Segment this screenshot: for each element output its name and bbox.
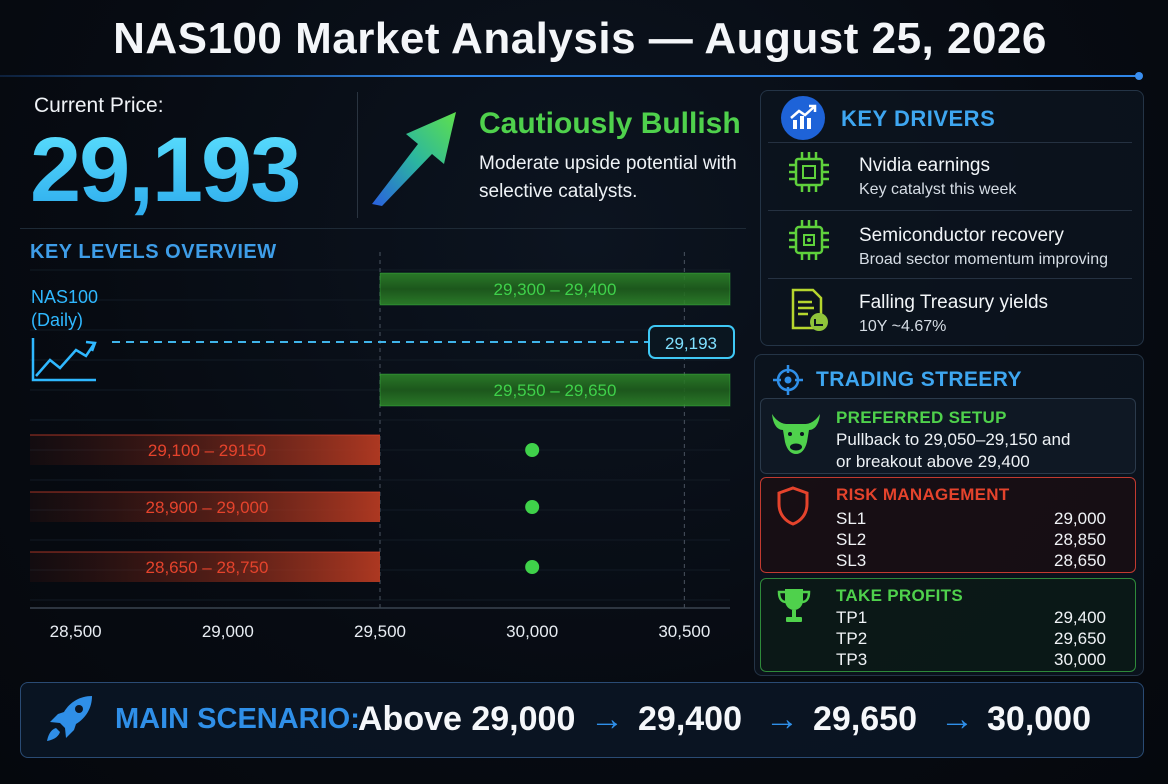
trend-line-icon — [31, 338, 97, 382]
key-levels-title: KEY LEVELS OVERVIEW — [30, 241, 277, 263]
take-profit-label: TP1 — [836, 608, 868, 627]
key-drivers-title: KEY DRIVERS — [841, 106, 996, 131]
support-zone-label: 28,900 – 29,000 — [146, 498, 269, 517]
driver-subtitle: Broad sector momentum improving — [859, 251, 1108, 268]
take-profit-label: TP2 — [836, 629, 868, 648]
scenario-step: Above 29,000 — [358, 700, 576, 738]
rocket-icon — [47, 696, 92, 741]
support-zone-bar — [30, 435, 380, 465]
chart-instrument-label: NAS100 (Daily) — [31, 286, 98, 332]
scenario-step: 29,400 — [638, 700, 742, 738]
header-vertical-divider — [357, 92, 358, 218]
stop-loss-label: SL1 — [836, 509, 867, 528]
page-title: NAS100 Market Analysis — August 25, 2026 — [113, 14, 1047, 63]
risk-management-title: RISK MANAGEMENT — [836, 485, 1010, 504]
chip-icon — [789, 152, 829, 192]
current-price-tag — [648, 325, 735, 359]
target-crosshair-icon — [773, 365, 803, 395]
take-profit-label: TP3 — [836, 650, 868, 669]
support-zone-label: 28,650 – 28,750 — [146, 558, 269, 577]
take-profit-value: 30,000 — [1054, 650, 1106, 669]
driver-title: Falling Treasury yields — [859, 292, 1049, 313]
trading-strategy-title: TRADING STREERY — [816, 368, 1022, 391]
key-drivers-panel — [760, 90, 1144, 346]
take-profit-value: 29,650 — [1054, 629, 1106, 648]
scenario-arrow-icon: → — [765, 700, 799, 738]
x-tick-label: 28,500 — [50, 622, 102, 641]
scenario-arrow-icon: → — [940, 700, 974, 738]
main-scenario-label: MAIN SCENARIO: — [115, 703, 360, 735]
main-scenario-bar — [20, 682, 1144, 758]
scenario-step: 29,650 — [813, 700, 917, 738]
bull-icon — [772, 414, 820, 454]
preferred-setup-box — [760, 398, 1136, 474]
preferred-setup-line: Pullback to 29,050–29,150 and — [836, 430, 1071, 449]
stop-loss-value: 28,850 — [1054, 530, 1106, 549]
current-price-tag-label: 29,193 — [665, 334, 717, 353]
resistance-zone-label: 29,550 – 29,650 — [494, 381, 617, 400]
shield-icon — [777, 486, 809, 526]
trophy-icon — [777, 589, 811, 622]
driver-subtitle: Key catalyst this week — [859, 181, 1017, 198]
driver-row — [768, 210, 1132, 277]
x-tick-label: 29,000 — [202, 622, 254, 641]
x-tick-label: 30,500 — [658, 622, 710, 641]
driver-subtitle: 10Y ~4.67% — [859, 318, 947, 335]
key-levels-divider — [20, 228, 746, 229]
driver-title: Nvidia earnings — [859, 155, 990, 176]
processor-icon — [789, 220, 829, 260]
resistance-zone-label: 29,300 – 29,400 — [494, 280, 617, 299]
scenario-arrow-icon: → — [590, 700, 624, 738]
preferred-setup-title: PREFERRED SETUP — [836, 408, 1007, 427]
driver-row — [768, 142, 1132, 209]
instrument-timeframe: (Daily) — [31, 310, 83, 330]
stop-loss-value: 29,000 — [1054, 509, 1106, 528]
take-profit-value: 29,400 — [1054, 608, 1106, 627]
scenario-step: 30,000 — [987, 700, 1091, 738]
risk-management-box — [760, 477, 1136, 573]
key-levels-chart: 29,300 – 29,400 29,550 – 29,650 29,100 – 2… — [30, 252, 735, 641]
document-chart-icon — [791, 288, 828, 331]
stop-loss-value: 28,650 — [1054, 551, 1106, 570]
instrument-name: NAS100 — [31, 287, 99, 307]
level-marker-dot — [525, 500, 540, 514]
driver-row — [768, 278, 1132, 345]
stop-loss-label: SL3 — [836, 551, 867, 570]
x-tick-label: 30,000 — [506, 622, 558, 641]
resistance-zone-bar — [379, 272, 731, 306]
title-divider — [0, 75, 1140, 77]
x-tick-label: 29,500 — [354, 622, 406, 641]
driver-title: Semiconductor recovery — [859, 225, 1064, 246]
title-divider-dot — [1135, 72, 1143, 80]
take-profits-box — [760, 578, 1136, 672]
stop-loss-label: SL2 — [836, 530, 867, 549]
resistance-zone-bar — [379, 373, 731, 407]
preferred-setup-line: or breakout above 29,400 — [836, 452, 1030, 471]
take-profits-title: TAKE PROFITS — [836, 586, 964, 605]
level-marker-dot — [525, 560, 540, 574]
support-zone-bar — [30, 492, 380, 522]
support-zone-bar — [30, 552, 380, 582]
trend-up-arrow-icon — [372, 112, 456, 206]
current-price-label: Current Price: — [34, 94, 164, 117]
current-price-value: 29,193 — [30, 119, 301, 221]
market-bias-description: Moderate upside potential with selective… — [479, 153, 737, 202]
growth-chart-icon — [781, 96, 825, 140]
support-zone-label: 29,100 – 29150 — [148, 441, 266, 460]
market-bias: Cautiously Bullish — [479, 107, 741, 140]
level-marker-dot — [525, 443, 540, 457]
